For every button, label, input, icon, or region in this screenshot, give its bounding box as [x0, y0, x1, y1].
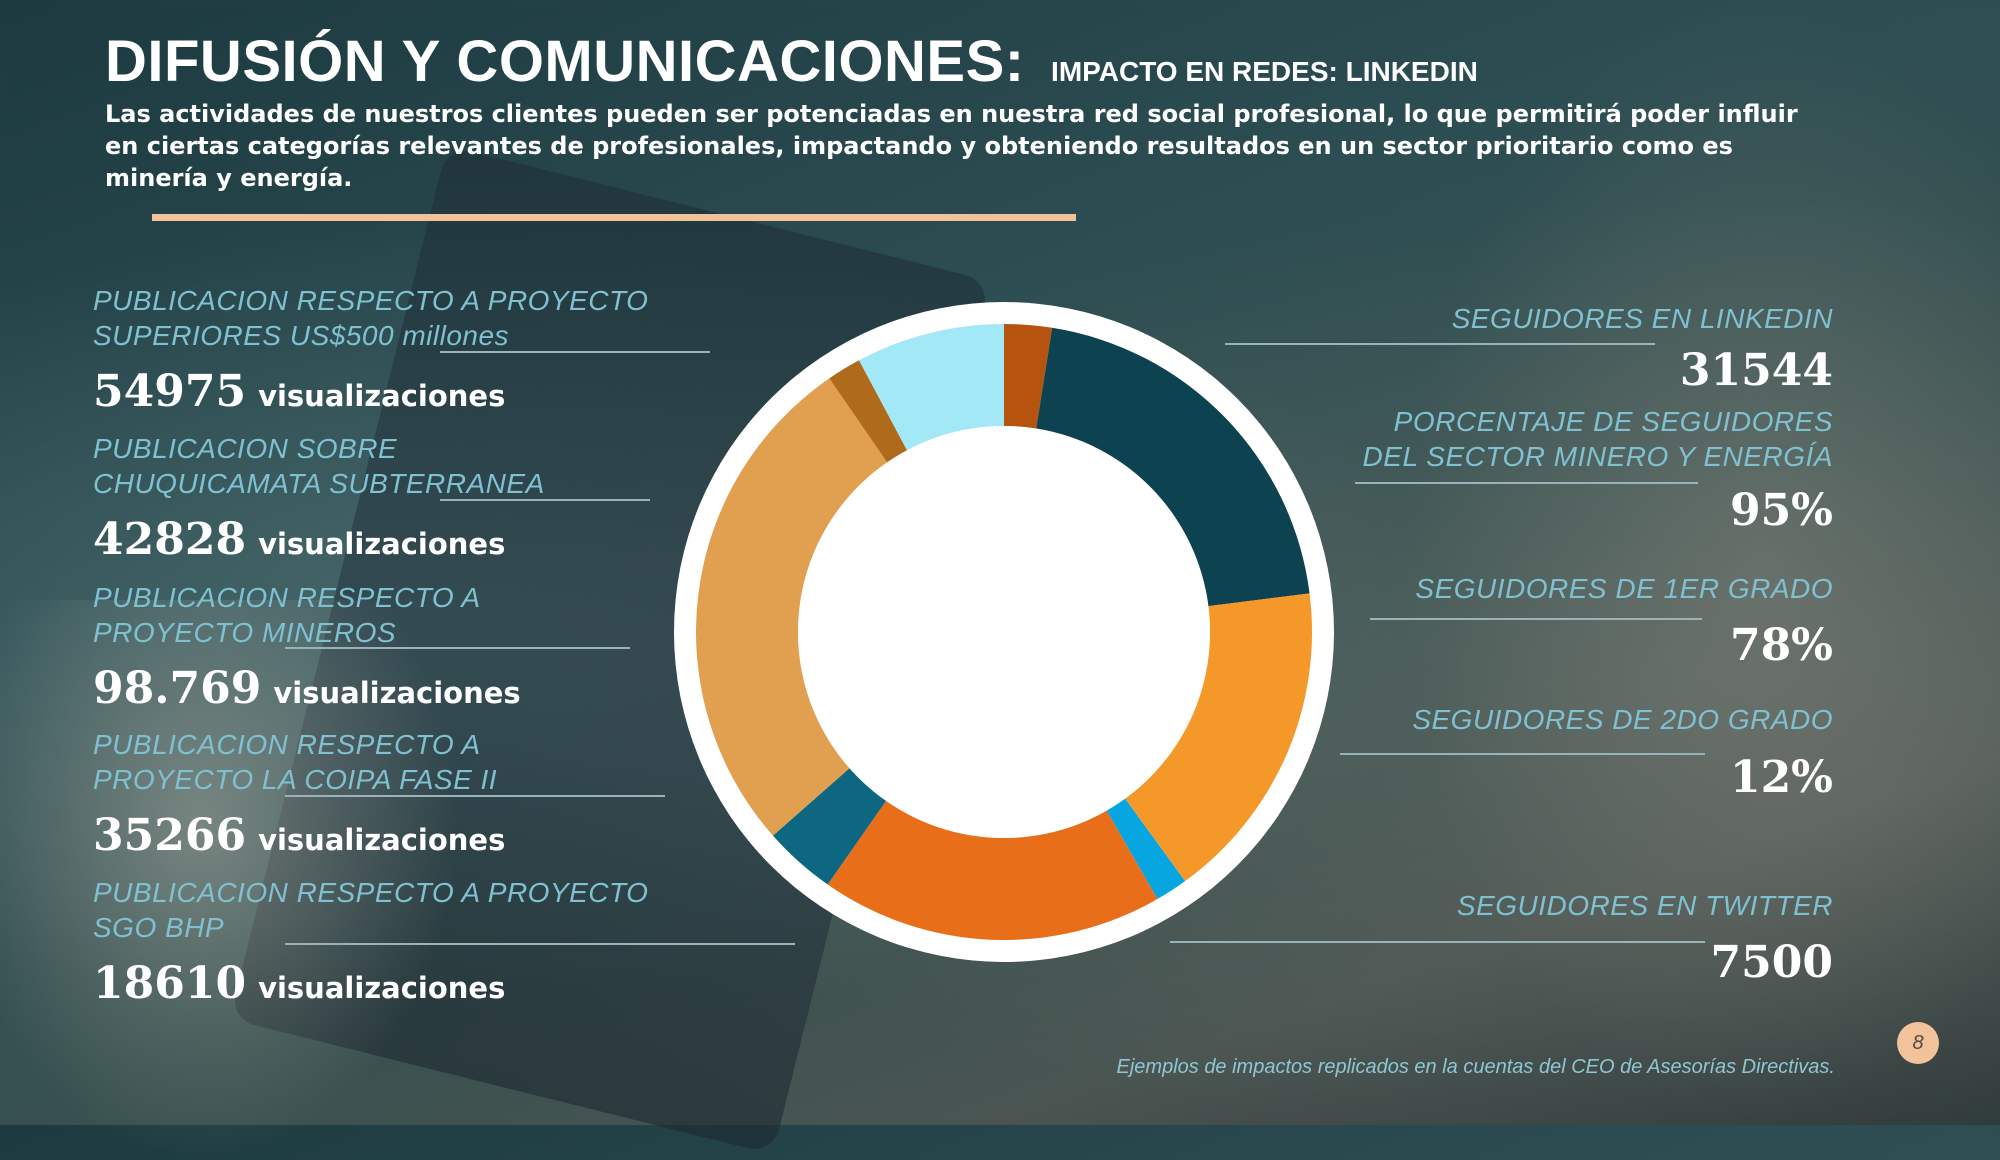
donut-slice-2: [1036, 327, 1310, 607]
right-stat-2-label-line2: DEL SECTOR MINERO Y ENERGÍA: [1362, 441, 1833, 472]
left-stat-3-leader: [285, 647, 630, 649]
left-stat-1-label-line2: SUPERIORES US$500 millones: [93, 320, 510, 351]
right-stat-1-label-line1: SEGUIDORES EN LINKEDIN: [1451, 303, 1833, 334]
left-stat-4-number: 35266: [93, 810, 247, 861]
left-stat-4-label: PUBLICACION RESPECTO A PROYECTO LA COIPA…: [93, 727, 497, 797]
left-stat-2-label-line1: PUBLICACION SOBRE: [93, 433, 398, 464]
donut-slice-4: [1106, 798, 1186, 900]
right-stat-4-label: SEGUIDORES DE 2DO GRADO: [1260, 702, 1833, 737]
left-stat-2-label: PUBLICACION SOBRE CHUQUICAMATA SUBTERRAN…: [93, 431, 545, 501]
left-stat-1-label: PUBLICACION RESPECTO A PROYECTO SUPERIOR…: [93, 283, 648, 353]
left-stat-1-unit: visualizaciones: [258, 379, 506, 413]
donut-slice-9: [859, 324, 1004, 451]
donut-hole: [798, 426, 1210, 838]
title-main: DIFUSIÓN Y COMUNICACIONES:: [105, 29, 1025, 94]
footnote: Ejemplos de impactos replicados en la cu…: [1116, 1056, 1836, 1078]
left-stat-3-value: 98.769 visualizaciones: [93, 663, 521, 714]
left-stat-3-unit: visualizaciones: [273, 676, 521, 710]
left-stat-1-number: 54975: [93, 366, 247, 417]
left-stat-5-label-line1: PUBLICACION RESPECTO A PROYECTO: [93, 877, 649, 908]
title-underline: [152, 214, 1076, 221]
left-stat-5-number: 18610: [93, 958, 247, 1009]
background-hand: [0, 600, 460, 1160]
page-number-badge: 8: [1897, 1022, 1939, 1064]
right-stat-4-leader: [1340, 753, 1705, 755]
intro-paragraph: Las actividades de nuestros clientes pue…: [105, 100, 1798, 192]
left-stat-5-leader: [285, 943, 795, 945]
right-stat-1-leader: [1225, 343, 1655, 345]
left-stat-4-label-line2: PROYECTO LA COIPA FASE II: [93, 764, 498, 795]
right-stat-5-value: 7500: [1710, 937, 1833, 988]
right-stat-4-label-line1: SEGUIDORES DE 2DO GRADO: [1412, 704, 1833, 735]
title-subtitle: IMPACTO EN REDES: LINKEDIN: [1051, 56, 1478, 87]
left-stat-4-value: 35266 visualizaciones: [93, 810, 505, 861]
donut-slice-8: [829, 360, 908, 463]
right-stat-3-label: SEGUIDORES DE 1ER GRADO: [1260, 571, 1833, 606]
left-stat-3-label-line1: PUBLICACION RESPECTO A: [93, 582, 481, 613]
donut-slice-3: [1125, 593, 1312, 882]
right-stat-3-label-line1: SEGUIDORES DE 1ER GRADO: [1415, 573, 1833, 604]
left-stat-1-label-line1: PUBLICACION RESPECTO A PROYECTO: [93, 285, 649, 316]
right-stat-5-label: SEGUIDORES EN TWITTER: [1260, 888, 1833, 923]
left-stat-1-leader: [440, 351, 710, 353]
left-stat-2-value: 42828 visualizaciones: [93, 514, 505, 565]
left-stat-3-label-line2: PROYECTO MINEROS: [93, 617, 397, 648]
right-stat-1-label: SEGUIDORES EN LINKEDIN: [1260, 301, 1833, 336]
background-rock: [1400, 0, 2000, 1125]
right-stat-5-label-line1: SEGUIDORES EN TWITTER: [1456, 890, 1833, 921]
left-stat-3-number: 98.769: [93, 663, 262, 714]
right-stat-2-label-line1: PORCENTAJE DE SEGUIDORES: [1393, 406, 1833, 437]
left-stat-4-label-line1: PUBLICACION RESPECTO A: [93, 729, 481, 760]
page-title: DIFUSIÓN Y COMUNICACIONES: IMPACTO EN RE…: [105, 28, 1478, 95]
right-stat-2-leader: [1355, 482, 1698, 484]
left-stat-3-label: PUBLICACION RESPECTO A PROYECTO MINEROS: [93, 580, 481, 650]
right-stat-5-leader: [1170, 941, 1705, 943]
donut-slice-7: [696, 378, 888, 836]
left-stat-1-value: 54975 visualizaciones: [93, 366, 505, 417]
left-stat-2-leader: [440, 499, 650, 501]
right-stat-3-leader: [1370, 618, 1702, 620]
right-stat-1-value: 31544: [1679, 345, 1833, 396]
left-stat-5-label: PUBLICACION RESPECTO A PROYECTO SGO BHP: [93, 875, 648, 945]
right-stat-3-value: 78%: [1729, 620, 1833, 671]
left-stat-4-leader: [285, 795, 665, 797]
donut-chart: [696, 324, 1312, 940]
left-stat-5-value: 18610 visualizaciones: [93, 958, 505, 1009]
right-stat-4-value: 12%: [1729, 752, 1833, 803]
right-stat-2-value: 95%: [1729, 485, 1833, 536]
donut-slice-6: [772, 768, 887, 885]
donut-slice-1: [1004, 324, 1053, 429]
left-stat-5-unit: visualizaciones: [258, 971, 506, 1005]
left-stat-2-number: 42828: [93, 514, 247, 565]
right-stat-2-label: PORCENTAJE DE SEGUIDORES DEL SECTOR MINE…: [1260, 404, 1833, 474]
left-stat-2-label-line2: CHUQUICAMATA SUBTERRANEA: [93, 468, 545, 499]
left-stat-5-label-line2: SGO BHP: [93, 912, 225, 943]
left-stat-4-unit: visualizaciones: [258, 823, 506, 857]
donut-slice-5: [827, 800, 1158, 940]
left-stat-2-unit: visualizaciones: [258, 527, 506, 561]
